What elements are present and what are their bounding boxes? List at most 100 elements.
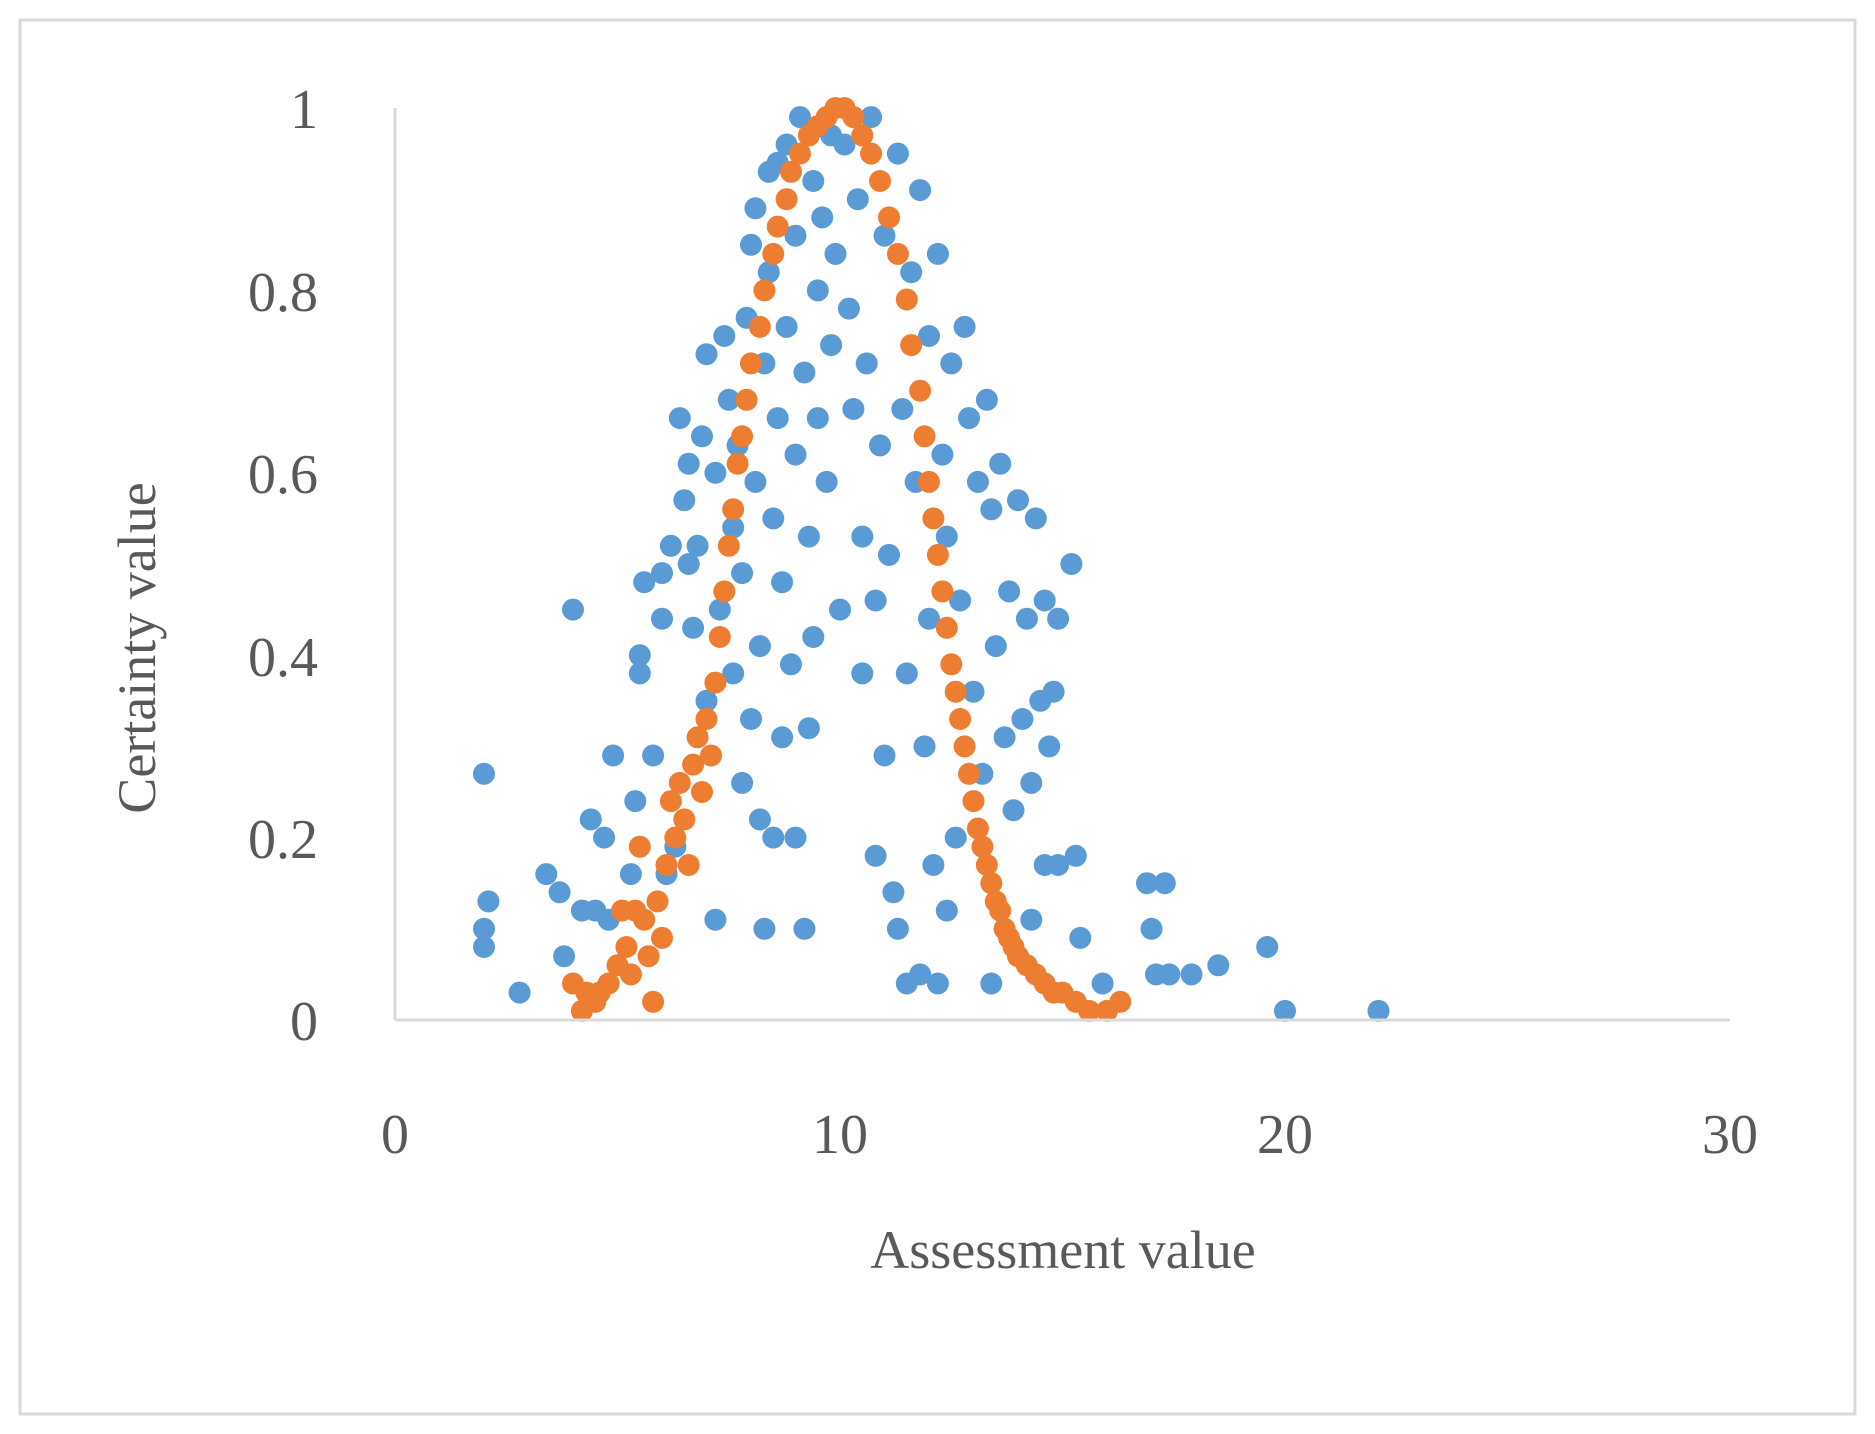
data-point bbox=[806, 407, 829, 430]
x-tick-label: 20 bbox=[1257, 1104, 1313, 1166]
data-point bbox=[508, 981, 531, 1004]
y-tick-label: 1 bbox=[290, 79, 318, 141]
data-point bbox=[628, 835, 651, 858]
data-point bbox=[869, 170, 891, 192]
data-point bbox=[1060, 553, 1083, 575]
data-point bbox=[869, 434, 891, 457]
data-point bbox=[597, 972, 620, 995]
data-point bbox=[882, 881, 905, 904]
y-tick-label: 0.4 bbox=[248, 627, 318, 689]
data-point bbox=[1047, 854, 1070, 876]
data-point bbox=[962, 790, 985, 813]
data-point bbox=[766, 215, 789, 238]
data-point bbox=[918, 607, 940, 630]
data-point bbox=[886, 242, 909, 265]
data-point bbox=[886, 917, 909, 940]
data-point bbox=[926, 972, 949, 995]
data-point bbox=[1158, 963, 1181, 986]
data-point bbox=[548, 881, 571, 904]
data-point bbox=[829, 598, 851, 621]
data-point bbox=[673, 808, 696, 831]
data-point bbox=[926, 242, 949, 265]
data-point bbox=[682, 753, 705, 776]
data-point bbox=[820, 334, 843, 357]
data-point bbox=[1011, 708, 1034, 730]
data-point bbox=[744, 470, 767, 493]
data-point bbox=[646, 890, 669, 913]
data-point bbox=[722, 516, 745, 539]
data-point bbox=[628, 662, 651, 685]
data-point bbox=[762, 242, 785, 265]
data-point bbox=[762, 826, 785, 849]
data-point bbox=[753, 279, 776, 302]
data-point bbox=[740, 708, 762, 730]
data-point bbox=[784, 224, 807, 247]
data-point bbox=[713, 325, 736, 347]
data-point bbox=[740, 352, 762, 375]
data-point bbox=[775, 188, 798, 211]
data-point bbox=[700, 744, 722, 767]
data-point bbox=[619, 963, 642, 986]
data-point bbox=[962, 680, 985, 703]
data-point bbox=[811, 206, 834, 229]
data-point bbox=[708, 626, 731, 648]
data-point bbox=[846, 188, 869, 211]
data-point bbox=[900, 334, 923, 357]
data-point bbox=[744, 197, 767, 220]
data-point bbox=[704, 908, 727, 931]
data-point bbox=[579, 808, 602, 831]
data-point bbox=[1064, 844, 1087, 867]
data-point bbox=[673, 489, 696, 512]
series-1-points bbox=[473, 106, 1390, 1022]
data-point bbox=[935, 899, 958, 922]
data-point bbox=[717, 388, 740, 411]
data-point bbox=[966, 817, 989, 840]
data-point bbox=[940, 653, 963, 676]
data-point bbox=[651, 926, 673, 949]
data-point bbox=[695, 689, 718, 712]
data-point bbox=[878, 206, 900, 229]
data-point bbox=[975, 388, 998, 411]
data-point bbox=[1002, 799, 1025, 822]
data-point bbox=[1047, 607, 1070, 630]
data-point bbox=[628, 644, 651, 667]
data-point bbox=[797, 525, 820, 548]
data-point bbox=[855, 352, 878, 375]
data-point bbox=[677, 553, 700, 575]
data-point bbox=[864, 844, 887, 867]
data-point bbox=[837, 297, 860, 320]
data-point bbox=[793, 361, 816, 384]
data-point bbox=[1153, 872, 1176, 895]
data-point bbox=[1042, 680, 1065, 703]
y-tick-label: 0.8 bbox=[248, 262, 318, 324]
data-point bbox=[949, 589, 972, 612]
data-point bbox=[944, 680, 967, 703]
data-point bbox=[731, 562, 754, 585]
data-point bbox=[668, 771, 691, 794]
data-point bbox=[980, 498, 1003, 521]
data-point bbox=[980, 872, 1003, 895]
data-point bbox=[717, 534, 740, 557]
data-point bbox=[931, 443, 954, 466]
data-point bbox=[851, 662, 874, 685]
data-point bbox=[659, 534, 682, 557]
data-point bbox=[553, 945, 576, 968]
data-point bbox=[802, 170, 825, 192]
data-point bbox=[651, 562, 673, 585]
data-point bbox=[851, 525, 874, 548]
data-point bbox=[935, 525, 958, 548]
series-2-points bbox=[562, 97, 1132, 1022]
data-point bbox=[842, 398, 865, 420]
data-point bbox=[860, 142, 883, 165]
data-point bbox=[989, 899, 1012, 922]
data-point bbox=[633, 571, 656, 594]
data-point bbox=[895, 288, 918, 311]
data-point bbox=[615, 936, 638, 958]
data-point bbox=[473, 936, 495, 958]
data-point bbox=[1069, 926, 1092, 949]
data-point bbox=[602, 744, 625, 767]
data-point bbox=[762, 507, 785, 530]
data-point bbox=[780, 653, 802, 676]
data-point bbox=[1020, 908, 1043, 931]
